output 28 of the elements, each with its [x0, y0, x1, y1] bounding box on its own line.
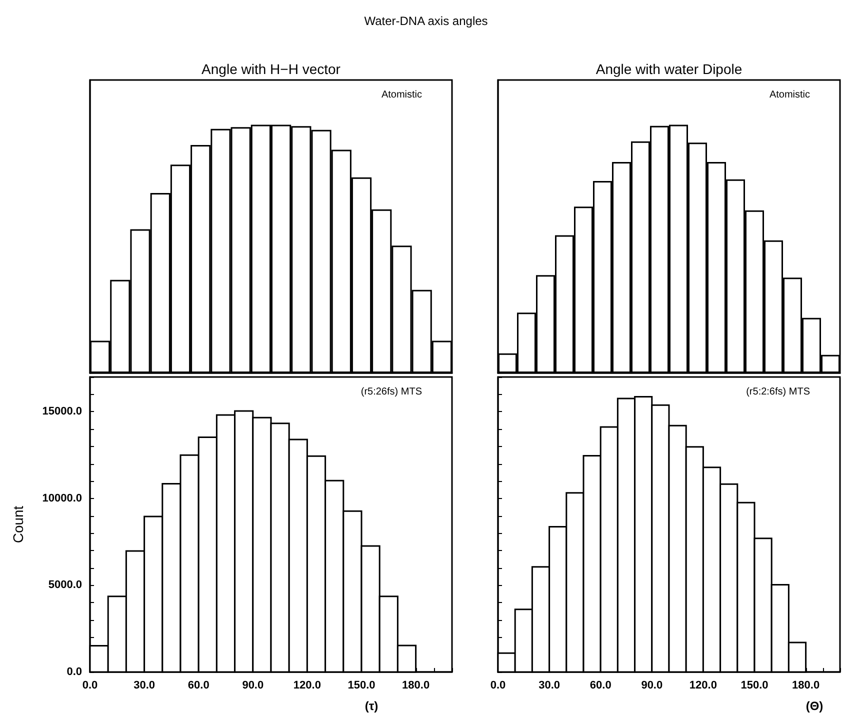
x-tick-label: 60.0	[590, 680, 612, 692]
x-tick-label: 150.0	[348, 680, 376, 692]
y-tick-label: 15000.0	[42, 406, 82, 418]
y-tick-label: 0.0	[66, 666, 82, 678]
x-tick-label: 30.0	[538, 680, 560, 692]
y-tick-label: 5000.0	[48, 579, 82, 592]
chart-title: Water-DNA axis angles	[364, 14, 488, 28]
x-tick-label: 90.0	[641, 680, 663, 692]
x-tick-label: 120.0	[293, 680, 321, 692]
x-tick-label: 180.0	[792, 680, 820, 692]
chart-subtitle: Angle with H−H vector	[202, 61, 341, 77]
text: Atomistic	[769, 90, 810, 100]
x-tick-label: 0.0	[490, 680, 506, 692]
x-tick-label: 90.0	[242, 680, 264, 692]
x-tick-label: 30.0	[134, 680, 156, 692]
x-tick-label: 120.0	[689, 680, 717, 692]
chart-subtitle: Angle with water Dipole	[596, 61, 742, 77]
y-axis-title: Count	[10, 506, 26, 544]
x-axis-title: (Θ)	[806, 699, 824, 713]
x-tick-label: 0.0	[82, 680, 98, 692]
x-axis-title: (τ)	[364, 699, 378, 713]
text: Atomistic	[381, 90, 422, 100]
y-tick-label: 10000.0	[42, 492, 82, 504]
x-tick-label: 180.0	[402, 680, 430, 692]
x-tick-label: 150.0	[740, 680, 768, 692]
x-tick-label: 60.0	[188, 680, 210, 692]
annotation: (r5:2:6fs) MTS	[746, 386, 810, 398]
annotation: (r5:26fs) MTS	[360, 386, 422, 398]
